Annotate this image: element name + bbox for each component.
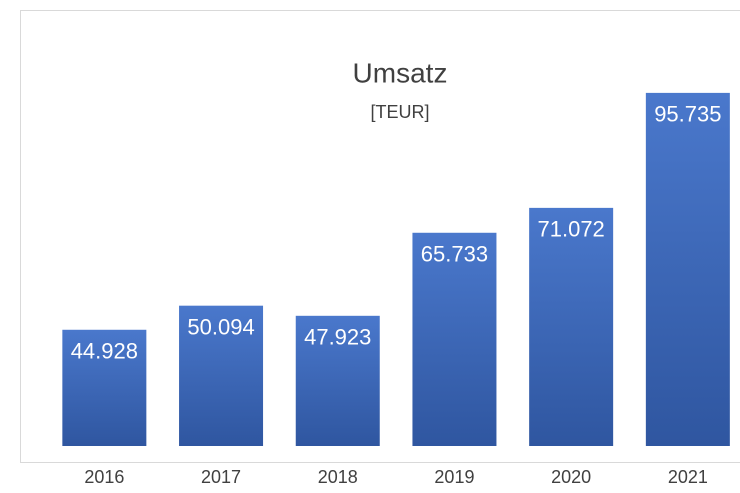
x-tick-label: 2018 — [318, 467, 358, 487]
bar — [529, 207, 614, 446]
bar — [645, 92, 730, 446]
x-tick-label: 2017 — [201, 467, 241, 487]
chart-subtitle: [TEUR] — [370, 102, 429, 122]
x-tick-label: 2019 — [434, 467, 474, 487]
bar — [412, 232, 497, 446]
data-label: 65.733 — [421, 242, 488, 267]
bar — [62, 329, 147, 446]
chart-title: Umsatz — [353, 57, 448, 88]
data-label: 95.735 — [654, 102, 721, 127]
data-label: 47.923 — [304, 325, 371, 350]
x-tick-label: 2021 — [668, 467, 708, 487]
x-tick-label: 2016 — [84, 467, 124, 487]
x-tick-label: 2020 — [551, 467, 591, 487]
bar — [179, 305, 264, 446]
data-label: 44.928 — [71, 339, 138, 364]
data-label: 50.094 — [187, 314, 254, 339]
bar — [295, 315, 380, 446]
data-label: 71.072 — [538, 217, 605, 242]
